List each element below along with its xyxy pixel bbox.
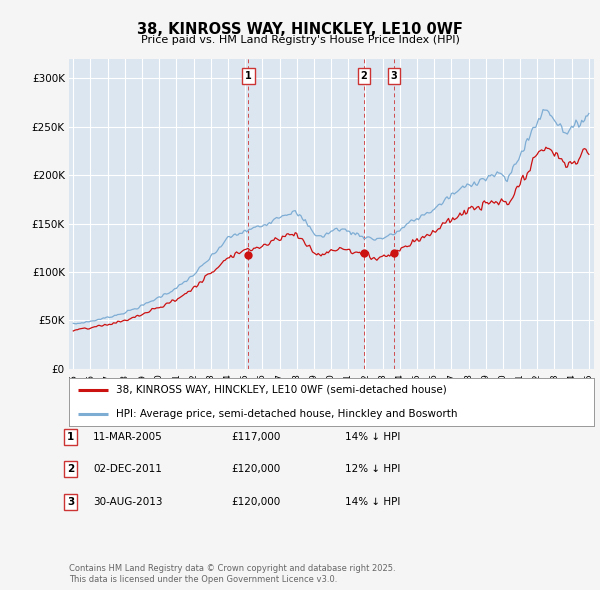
Text: 1: 1 (245, 71, 252, 81)
Text: 38, KINROSS WAY, HINCKLEY, LE10 0WF: 38, KINROSS WAY, HINCKLEY, LE10 0WF (137, 22, 463, 37)
Text: 38, KINROSS WAY, HINCKLEY, LE10 0WF (semi-detached house): 38, KINROSS WAY, HINCKLEY, LE10 0WF (sem… (116, 385, 447, 395)
Text: This data is licensed under the Open Government Licence v3.0.: This data is licensed under the Open Gov… (69, 575, 337, 584)
Text: Price paid vs. HM Land Registry's House Price Index (HPI): Price paid vs. HM Land Registry's House … (140, 35, 460, 45)
Text: 02-DEC-2011: 02-DEC-2011 (93, 464, 162, 474)
Text: £120,000: £120,000 (231, 464, 280, 474)
Text: 14% ↓ HPI: 14% ↓ HPI (345, 497, 400, 507)
Text: 2: 2 (67, 464, 74, 474)
Text: 3: 3 (391, 71, 397, 81)
Text: £117,000: £117,000 (231, 432, 280, 442)
Text: 3: 3 (67, 497, 74, 507)
Text: 14% ↓ HPI: 14% ↓ HPI (345, 432, 400, 442)
Text: 12% ↓ HPI: 12% ↓ HPI (345, 464, 400, 474)
Text: HPI: Average price, semi-detached house, Hinckley and Bosworth: HPI: Average price, semi-detached house,… (116, 409, 458, 419)
Text: Contains HM Land Registry data © Crown copyright and database right 2025.: Contains HM Land Registry data © Crown c… (69, 565, 395, 573)
Text: 30-AUG-2013: 30-AUG-2013 (93, 497, 163, 507)
Text: 2: 2 (361, 71, 367, 81)
Text: 11-MAR-2005: 11-MAR-2005 (93, 432, 163, 442)
Text: 1: 1 (67, 432, 74, 442)
Text: £120,000: £120,000 (231, 497, 280, 507)
